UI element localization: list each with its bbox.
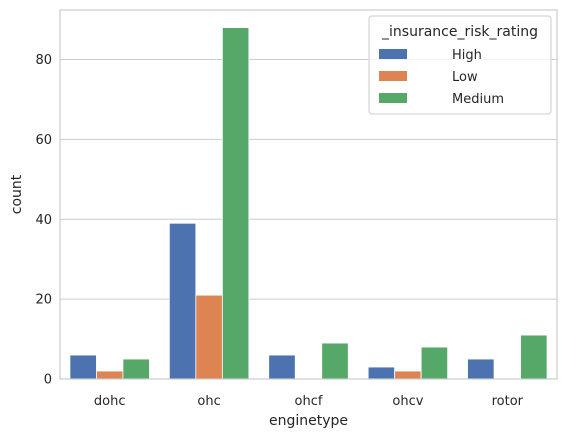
legend-items: High Low Medium — [379, 48, 504, 107]
x-tick-label: ohcv — [392, 394, 423, 409]
y-ticks: 0 20 40 60 80 — [35, 53, 52, 387]
bar-medium-ohc — [221, 27, 250, 380]
bar-medium-ohcv — [420, 346, 449, 380]
bar-medium-rotor — [520, 334, 548, 380]
bar-high-ohcf — [268, 354, 296, 380]
legend-label-low: Low — [452, 70, 478, 85]
bar-high-rotor — [467, 358, 495, 380]
x-ticks: dohc ohc ohcf ohcv rotor — [94, 394, 524, 409]
plot-border — [59, 9, 558, 380]
legend-title: _insurance_risk_rating — [381, 24, 538, 40]
x-axis-label: enginetype — [269, 413, 348, 429]
bar-low-ohcv — [394, 370, 422, 380]
x-tick-label: ohc — [197, 394, 220, 409]
legend-label-medium: Medium — [452, 92, 504, 107]
x-tick-label: rotor — [492, 394, 524, 409]
bar-high-ohcv — [367, 366, 396, 380]
legend-swatch-low — [379, 71, 407, 81]
bar-low-dohc — [96, 370, 124, 380]
legend-swatch-high — [379, 49, 407, 59]
bar-low-ohc — [195, 294, 223, 380]
legend-label-high: High — [452, 48, 482, 63]
bar-medium-ohcf — [321, 342, 349, 380]
y-tick-label: 40 — [35, 213, 52, 228]
y-tick-label: 20 — [35, 293, 52, 308]
y-tick-label: 0 — [44, 373, 52, 388]
bar-high-dohc — [69, 354, 97, 380]
x-tick-label: dohc — [94, 394, 126, 409]
x-tick-label: ohcf — [295, 394, 323, 409]
legend-swatch-medium — [379, 93, 407, 103]
y-tick-label: 80 — [35, 53, 52, 68]
bars — [69, 27, 548, 380]
bar-medium-dohc — [122, 358, 150, 380]
axes-frame — [59, 9, 558, 380]
y-tick-label: 60 — [35, 133, 52, 148]
legend: _insurance_risk_rating High Low Medium — [368, 15, 552, 115]
bar-high-ohc — [168, 222, 197, 380]
y-axis-label: count — [9, 174, 25, 214]
legend-box — [368, 15, 552, 115]
